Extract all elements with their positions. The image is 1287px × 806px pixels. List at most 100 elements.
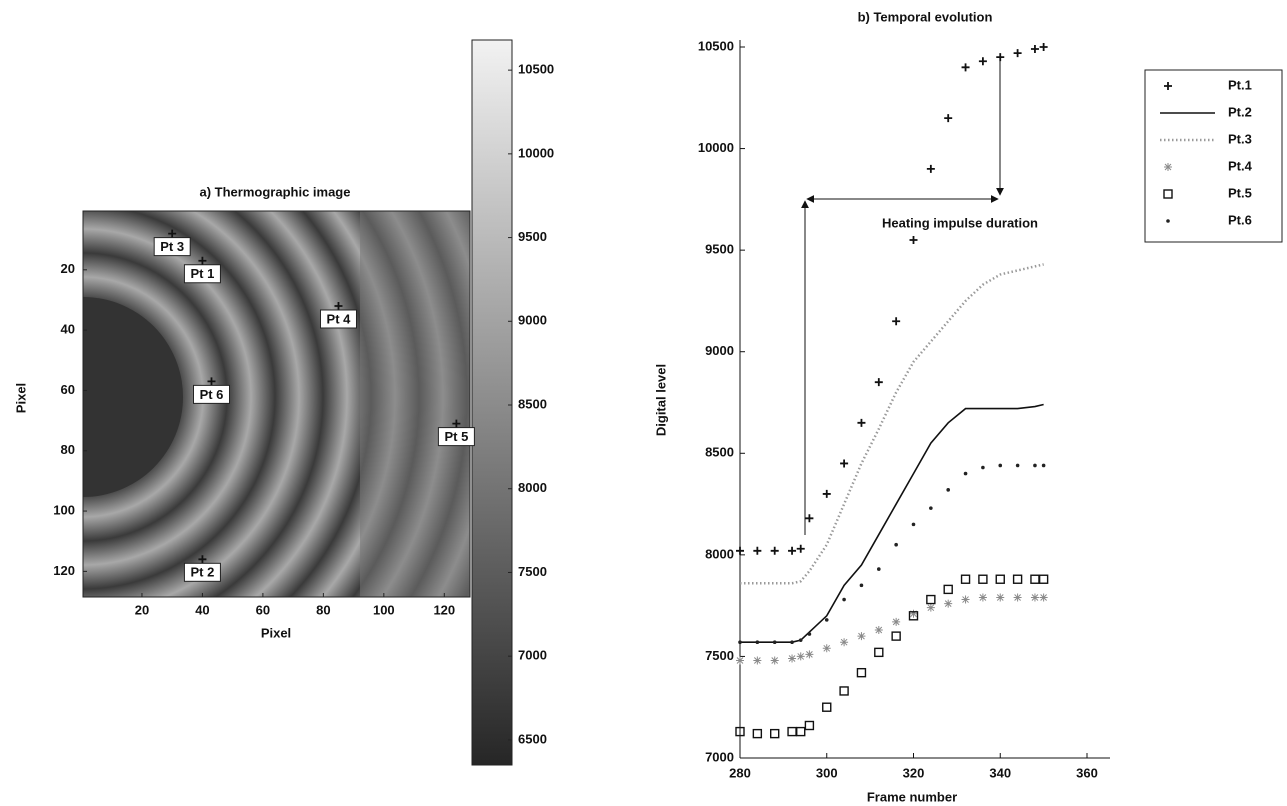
data-point (1039, 593, 1048, 602)
legend-label: Pt.4 (1228, 158, 1253, 173)
data-point (926, 164, 935, 173)
legend-swatch (1164, 82, 1172, 90)
legend-swatch (1163, 189, 1173, 199)
data-point (770, 728, 780, 739)
data-point (978, 593, 987, 602)
data-point (1013, 593, 1022, 602)
colorbar (471, 39, 513, 766)
data-point (796, 652, 805, 661)
legend (1144, 69, 1283, 243)
data-point (1038, 574, 1049, 584)
y-axis-label: Pixel (13, 383, 28, 413)
y-tick-label: 9000 (705, 343, 734, 358)
x-tick-label: 300 (816, 765, 838, 780)
data-point (804, 720, 815, 731)
point-label: Pt 6 (200, 387, 224, 402)
y-tick-label: 60 (61, 382, 75, 397)
colorbar-tick-label: 9500 (518, 229, 547, 244)
annotation: Heating impulse duration (882, 215, 1038, 230)
x-tick-label: 60 (256, 602, 270, 617)
colorbar-tick-label: 8000 (518, 480, 547, 495)
data-point (822, 489, 831, 498)
legend-label: Pt.2 (1228, 104, 1252, 119)
point-label: Pt 4 (327, 311, 352, 326)
y-tick-label: 9500 (705, 242, 734, 257)
data-point (961, 595, 970, 604)
y-tick-label: 7000 (705, 749, 734, 764)
data-point (874, 378, 883, 387)
legend-label: Pt.6 (1228, 212, 1252, 227)
data-point (788, 546, 797, 555)
data-point (842, 597, 846, 602)
data-point (840, 459, 849, 468)
colorbar-tick-label: 8500 (518, 396, 547, 411)
x-tick-label: 100 (373, 602, 395, 617)
data-point (909, 609, 918, 618)
y-tick-label: 8000 (705, 546, 734, 561)
colorbar-tick-label: 9000 (518, 313, 547, 328)
colorbar-tick-label: 10000 (518, 145, 554, 160)
data-point (1012, 574, 1023, 584)
point-label-box (319, 309, 357, 329)
point-marker (207, 377, 216, 386)
y-tick-label: 8500 (705, 445, 734, 460)
x-axis-label: Pixel (261, 625, 291, 640)
colorbar-tick-label: 6500 (518, 731, 547, 746)
data-point (1030, 593, 1039, 602)
data-point (946, 488, 950, 492)
data-point (926, 603, 935, 612)
data-point (996, 53, 1005, 62)
point-label-box (183, 264, 221, 284)
point-marker (168, 229, 177, 238)
x-tick-label: 80 (316, 602, 330, 617)
data-point (963, 471, 968, 476)
thermal-image (83, 211, 470, 597)
data-point (807, 632, 812, 636)
data-point (856, 667, 867, 678)
data-point (736, 546, 744, 555)
data-point (877, 567, 881, 571)
data-point (909, 235, 918, 244)
data-point (998, 463, 1003, 468)
legend-label: Pt.5 (1228, 185, 1252, 200)
y-tick-label: 80 (61, 442, 75, 457)
data-point (755, 640, 760, 645)
data-point (859, 583, 864, 588)
data-point (752, 728, 763, 739)
data-point (944, 599, 953, 608)
point-marker (198, 555, 207, 564)
data-point (961, 63, 970, 72)
data-point (798, 638, 803, 642)
data-point (929, 506, 933, 510)
data-point (1041, 463, 1046, 468)
point-label-box (183, 562, 221, 582)
data-point (978, 574, 988, 584)
series-line (740, 263, 1044, 585)
point-label-box (153, 237, 191, 257)
point-label: Pt 3 (160, 239, 184, 254)
data-point (944, 114, 953, 123)
data-point (1030, 574, 1040, 584)
colorbar-tick-label: 10500 (518, 62, 554, 77)
image-title: a) Thermographic image (200, 184, 351, 199)
data-point (738, 640, 742, 645)
y-tick-label: 10500 (698, 38, 734, 53)
data-point (824, 618, 829, 622)
data-point (796, 726, 806, 737)
data-point (735, 726, 745, 737)
data-point (770, 656, 779, 665)
data-point (772, 640, 777, 645)
colorbar-tick-label: 7000 (518, 648, 547, 663)
point-marker (198, 256, 207, 265)
x-tick-label: 360 (1076, 765, 1098, 780)
data-point (874, 647, 884, 658)
data-point (736, 656, 744, 665)
x-tick-label: 20 (135, 602, 149, 617)
data-point (911, 522, 916, 527)
x-tick-label: 40 (195, 602, 209, 617)
point-label: Pt 1 (191, 266, 215, 281)
data-point (805, 650, 814, 659)
data-point (822, 644, 831, 653)
data-point (796, 544, 805, 553)
